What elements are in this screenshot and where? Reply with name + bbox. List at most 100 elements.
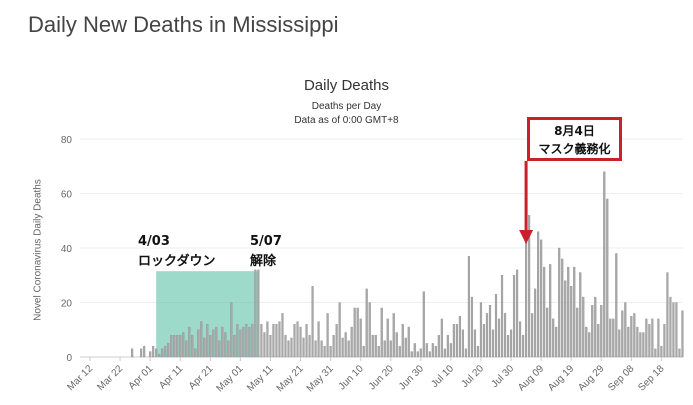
data-bar: [356, 307, 359, 358]
x-tick-label: Jun 20: [367, 363, 396, 392]
data-bar: [618, 329, 621, 358]
data-bar: [654, 348, 657, 358]
data-bar: [233, 335, 236, 358]
data-bar: [576, 307, 579, 358]
data-bar: [329, 345, 332, 358]
x-tick-label: Sep 18: [636, 363, 666, 393]
data-bar: [188, 326, 191, 358]
data-bar: [311, 285, 314, 358]
data-bar: [182, 332, 185, 358]
x-tick-label: Mar 22: [95, 363, 125, 393]
data-bar: [515, 269, 519, 358]
data-bar: [203, 337, 206, 358]
data-bar: [525, 226, 528, 358]
data-bar: [143, 345, 146, 358]
data-bar: [347, 340, 350, 358]
x-tick-label: May 21: [275, 363, 306, 394]
data-bar: [606, 198, 609, 358]
data-bar: [500, 275, 504, 358]
y-tick-label: 20: [61, 299, 73, 310]
data-bar: [230, 302, 233, 358]
data-bar: [570, 285, 573, 358]
data-bar: [245, 324, 248, 358]
data-bar: [467, 256, 471, 358]
chart-subtitle-2: Data as of 0:00 GMT+8: [294, 115, 399, 126]
data-bar: [365, 288, 368, 358]
data-bar: [660, 345, 663, 358]
mask-mandate-box: 8月4日 マスク義務化: [527, 117, 622, 161]
y-tick-label: 0: [66, 353, 72, 364]
mask-label: マスク義務化: [538, 142, 611, 156]
data-bar: [350, 326, 353, 358]
data-bar: [227, 340, 230, 358]
data-bar: [179, 335, 182, 358]
data-bar: [531, 313, 534, 358]
data-bar: [239, 329, 242, 358]
data-bar: [296, 321, 299, 358]
data-bar: [494, 294, 498, 358]
data-bar: [506, 335, 510, 358]
lift-annotation: 5/07 解除: [250, 232, 282, 272]
data-bar: [437, 335, 440, 358]
data-bar: [639, 332, 642, 358]
data-bar: [236, 324, 239, 358]
data-bar: [362, 345, 365, 358]
data-bar: [242, 326, 245, 358]
data-bar: [152, 345, 155, 358]
lockdown-annotation: 4/03 ロックダウン: [138, 232, 215, 272]
data-bar: [431, 343, 434, 358]
data-bar: [645, 318, 648, 358]
data-bar: [263, 332, 266, 358]
data-bar: [603, 171, 606, 358]
data-bar: [594, 296, 597, 358]
x-tick-label: Sep 08: [606, 363, 636, 393]
data-bar: [170, 335, 173, 358]
mask-date: 8月4日: [554, 124, 595, 138]
data-bar: [335, 324, 338, 358]
data-bar: [176, 335, 179, 358]
data-bar: [287, 340, 290, 358]
data-bar: [561, 258, 564, 358]
data-bar: [440, 318, 443, 358]
x-tick-label: May 31: [305, 363, 336, 394]
data-bar: [482, 324, 486, 358]
data-bar: [314, 340, 317, 358]
x-tick-label: Aug 09: [516, 363, 546, 393]
data-bar: [681, 310, 684, 358]
page-title: Daily New Deaths in Mississippi: [28, 12, 339, 37]
data-bar: [191, 335, 194, 358]
data-bar: [663, 324, 666, 358]
data-bar: [332, 335, 335, 358]
data-bar: [215, 326, 218, 358]
data-bar: [344, 332, 347, 358]
data-bar: [359, 318, 362, 358]
data-bar: [299, 326, 302, 358]
data-bar: [293, 324, 296, 358]
data-bar: [669, 296, 672, 358]
data-bar: [380, 307, 383, 358]
data-bar: [257, 269, 260, 358]
data-bar: [158, 354, 161, 358]
data-bar: [497, 318, 501, 358]
data-bar: [371, 335, 374, 358]
data-bar: [540, 239, 543, 358]
data-bar: [543, 266, 546, 358]
data-bar: [597, 324, 600, 358]
data-bar: [573, 266, 576, 358]
data-bar: [509, 329, 513, 358]
data-bar: [552, 318, 555, 358]
data-bar: [528, 215, 531, 358]
data-bar: [224, 332, 227, 358]
data-bar: [368, 302, 371, 358]
y-tick-label: 40: [61, 244, 73, 255]
x-tick-label: Apr 11: [157, 363, 185, 391]
x-tick-label: May 01: [215, 363, 246, 394]
data-bar: [503, 313, 507, 358]
data-bar: [642, 332, 645, 358]
data-bar: [476, 345, 480, 358]
data-bar: [636, 326, 639, 358]
data-bar: [353, 307, 356, 358]
x-tick-label: Aug 19: [546, 363, 576, 393]
data-bar: [173, 335, 176, 358]
data-bar: [167, 343, 170, 358]
